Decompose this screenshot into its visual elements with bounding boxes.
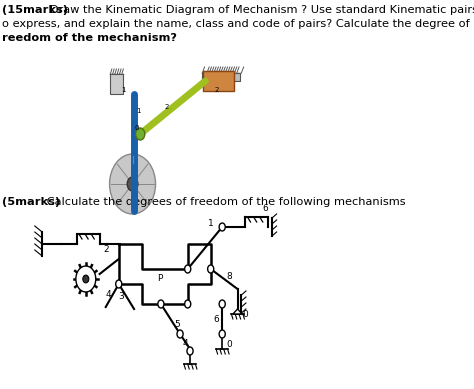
- Text: 2: 2: [215, 87, 219, 93]
- Text: 1: 1: [209, 219, 214, 228]
- Circle shape: [185, 265, 191, 273]
- Bar: [202, 73, 233, 81]
- Text: 8: 8: [226, 272, 232, 281]
- Circle shape: [109, 154, 155, 214]
- Text: Calculate the degrees of freedom of the following mechanisms: Calculate the degrees of freedom of the …: [41, 197, 405, 207]
- Text: 3: 3: [119, 292, 125, 301]
- Circle shape: [116, 280, 122, 288]
- Text: 1: 1: [137, 108, 141, 114]
- Polygon shape: [233, 309, 242, 314]
- Text: o express, and explain the name, class and code of pairs? Calculate the degree o: o express, and explain the name, class a…: [2, 19, 470, 29]
- Text: 6: 6: [262, 204, 268, 213]
- Text: 4: 4: [182, 339, 188, 348]
- Text: 0: 0: [135, 125, 139, 131]
- Text: 2: 2: [103, 245, 109, 254]
- Bar: [209, 73, 240, 81]
- Circle shape: [83, 275, 89, 283]
- Text: 4: 4: [106, 290, 111, 299]
- Text: Draw the Kinematic Diagram of Mechanism ? Use standard Kinematic pairs: Draw the Kinematic Diagram of Mechanism …: [44, 5, 474, 15]
- Text: (15marks): (15marks): [2, 5, 68, 15]
- Bar: [110, 74, 123, 94]
- Circle shape: [136, 128, 145, 140]
- Text: 6: 6: [213, 315, 219, 324]
- Circle shape: [208, 265, 214, 273]
- Text: reedom of the mechanism?: reedom of the mechanism?: [2, 33, 177, 43]
- Circle shape: [219, 330, 225, 338]
- Circle shape: [219, 300, 225, 308]
- Circle shape: [127, 177, 138, 191]
- Bar: [203, 71, 234, 91]
- Circle shape: [177, 330, 183, 338]
- Text: 0: 0: [226, 340, 232, 349]
- Circle shape: [158, 300, 164, 308]
- Text: 1: 1: [121, 87, 126, 93]
- Text: 0: 0: [242, 310, 248, 319]
- Text: 2: 2: [165, 104, 169, 110]
- Circle shape: [219, 223, 225, 231]
- Circle shape: [76, 266, 96, 292]
- Circle shape: [185, 300, 191, 308]
- Circle shape: [187, 347, 193, 355]
- Text: (5marks): (5marks): [2, 197, 60, 207]
- Text: 5: 5: [175, 320, 181, 329]
- Text: P: P: [157, 274, 163, 283]
